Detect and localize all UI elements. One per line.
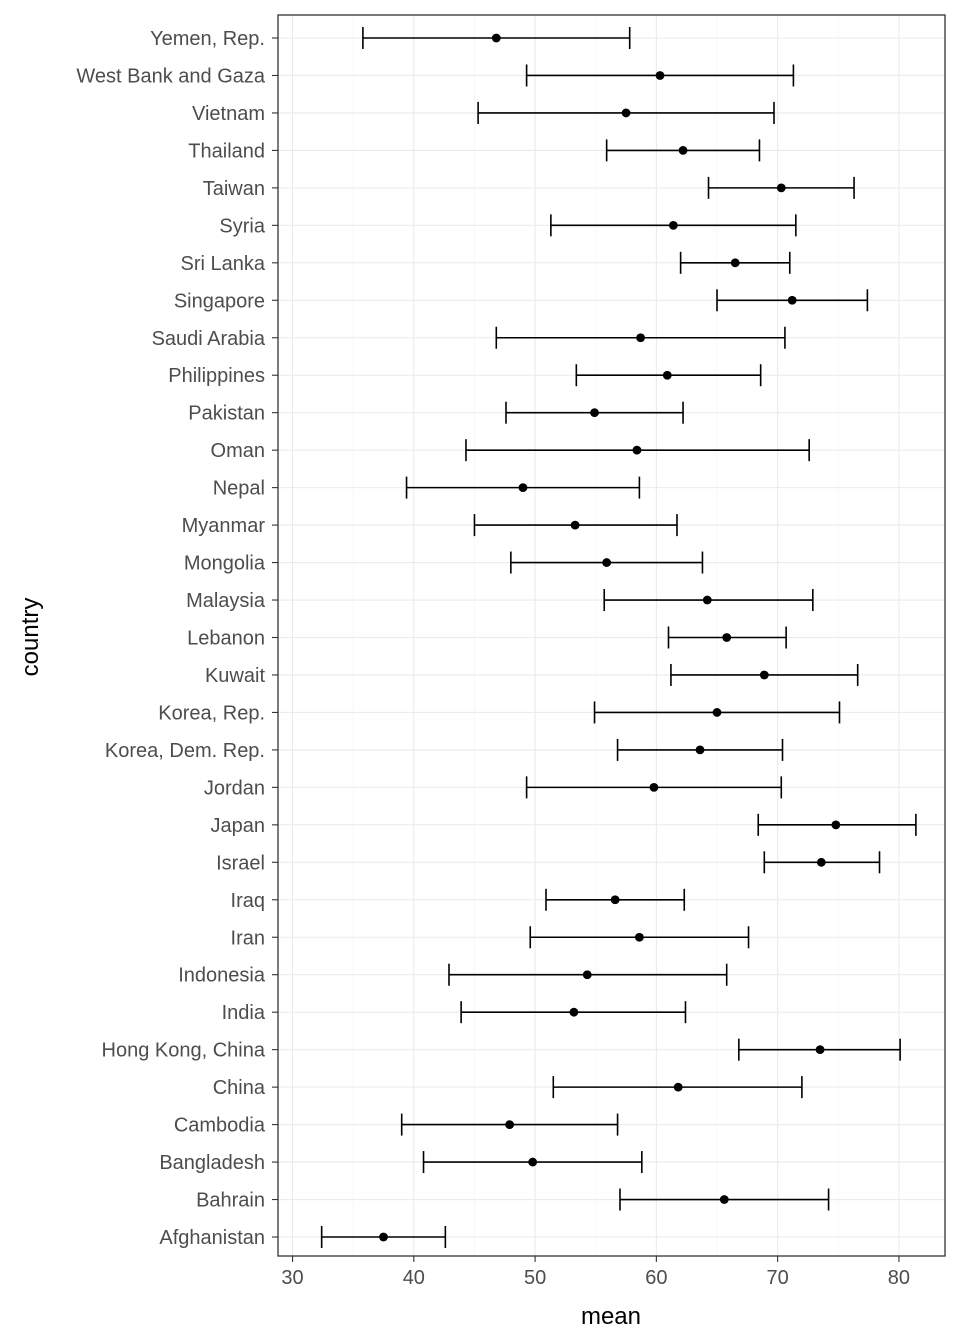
x-tick-label: 30 xyxy=(281,1267,303,1289)
mean-point xyxy=(571,521,580,530)
y-tick-label: Hong Kong, China xyxy=(102,1040,266,1062)
y-tick-label: Thailand xyxy=(188,140,265,162)
mean-point xyxy=(635,933,644,942)
mean-point xyxy=(817,858,826,867)
y-tick-label: Sri Lanka xyxy=(181,253,266,275)
y-tick-label: Indonesia xyxy=(178,965,266,987)
mean-point xyxy=(570,1008,579,1017)
y-tick-label: Nepal xyxy=(213,478,265,500)
y-tick-label: Taiwan xyxy=(203,178,265,200)
mean-point xyxy=(777,183,786,192)
mean-point xyxy=(816,1045,825,1054)
mean-point xyxy=(602,558,611,567)
mean-point xyxy=(622,109,631,118)
mean-point xyxy=(656,71,665,80)
mean-point xyxy=(731,258,740,267)
y-tick-label: Iraq xyxy=(231,890,265,912)
y-tick-label: Korea, Rep. xyxy=(158,702,265,724)
y-tick-label: Israel xyxy=(216,852,265,874)
y-axis-title: country xyxy=(17,598,44,677)
x-tick-label: 50 xyxy=(524,1267,546,1289)
y-tick-label: Mongolia xyxy=(184,553,266,575)
y-tick-label: Lebanon xyxy=(187,628,265,650)
mean-point xyxy=(703,596,712,605)
country-mean-errorbar-chart: Yemen, Rep. West Bank and Gaza Vietnam Thai… xyxy=(0,0,960,1344)
mean-point xyxy=(663,371,672,380)
mean-point xyxy=(633,446,642,455)
mean-point xyxy=(611,895,620,904)
y-tick-label: Oman xyxy=(211,440,265,462)
x-tick-label: 70 xyxy=(767,1267,789,1289)
y-tick-label: Myanmar xyxy=(182,515,266,537)
mean-point xyxy=(379,1233,388,1242)
mean-point xyxy=(696,746,705,755)
mean-point xyxy=(669,221,678,230)
mean-point xyxy=(674,1083,683,1092)
y-tick-label: Pakistan xyxy=(188,403,265,425)
y-tick-label: Bangladesh xyxy=(159,1152,265,1174)
y-tick-label: Bahrain xyxy=(196,1190,265,1212)
x-tick-label: 60 xyxy=(645,1267,667,1289)
y-tick-label: Vietnam xyxy=(192,103,265,125)
y-tick-label: Singapore xyxy=(174,290,265,312)
y-tick-label: Saudi Arabia xyxy=(152,328,266,350)
mean-point xyxy=(505,1120,514,1129)
mean-point xyxy=(492,34,501,43)
mean-point xyxy=(788,296,797,305)
x-tick-label: 40 xyxy=(403,1267,425,1289)
mean-point xyxy=(760,671,769,680)
y-tick-label: Kuwait xyxy=(205,665,265,687)
y-tick-label: Japan xyxy=(211,815,266,837)
mean-point xyxy=(583,970,592,979)
y-tick-label: Jordan xyxy=(204,777,265,799)
y-tick-label: India xyxy=(222,1002,266,1024)
y-tick-label: Afghanistan xyxy=(159,1227,265,1249)
x-axis-title: mean xyxy=(581,1303,641,1330)
y-tick-label: Philippines xyxy=(168,365,265,387)
y-tick-label: Korea, Dem. Rep. xyxy=(105,740,265,762)
y-tick-label: West Bank and Gaza xyxy=(76,65,266,87)
x-tick-label: 80 xyxy=(888,1267,910,1289)
y-tick-label: Malaysia xyxy=(186,590,266,612)
mean-point xyxy=(720,1195,729,1204)
mean-point xyxy=(713,708,722,717)
mean-point xyxy=(519,483,528,492)
mean-point xyxy=(650,783,659,792)
y-tick-label: China xyxy=(213,1077,266,1099)
chart-background xyxy=(0,0,960,1344)
mean-point xyxy=(679,146,688,155)
y-tick-label: Iran xyxy=(231,927,265,949)
y-tick-label: Yemen, Rep. xyxy=(150,28,265,50)
mean-point xyxy=(590,408,599,417)
mean-point xyxy=(636,333,645,342)
y-tick-label: Syria xyxy=(219,215,265,237)
mean-point xyxy=(831,820,840,829)
mean-point xyxy=(722,633,731,642)
mean-point xyxy=(528,1158,537,1167)
y-tick-label: Cambodia xyxy=(174,1115,266,1137)
